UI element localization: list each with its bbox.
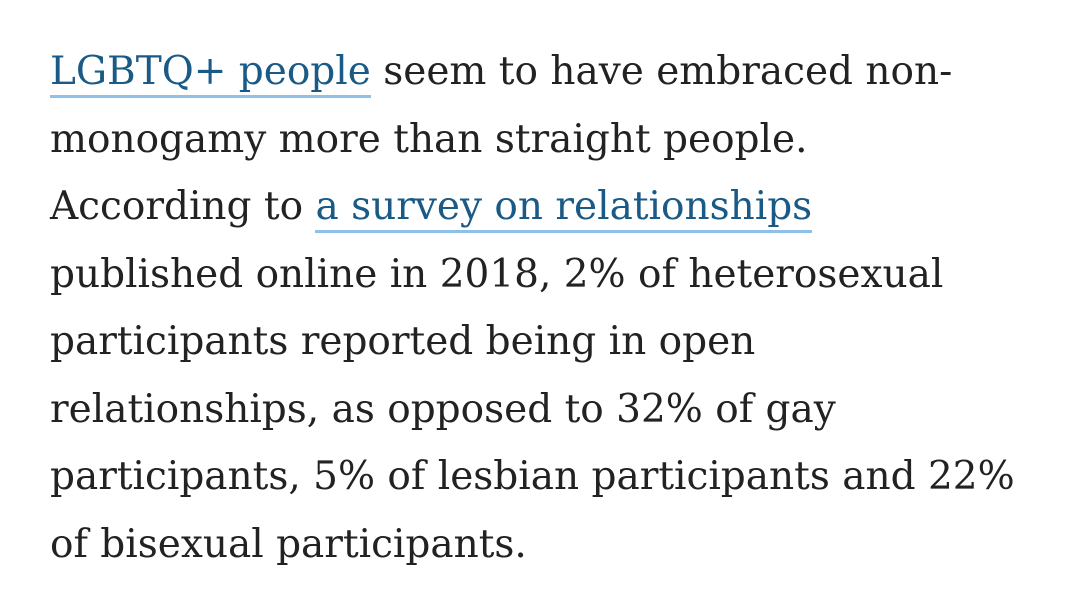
paragraph-line-6: relationships, as opposed to 32% of gay [50,386,836,432]
paragraph-line-2: monogamy more than straight people. [50,116,808,162]
paragraph-line-5: participants reported being in open [50,319,756,364]
paragraph-line-7: participants, 5% of lesbian participants… [50,454,1015,499]
survey-on-relationships-link[interactable]: a survey on relationships [315,184,813,233]
article-paragraph: LGBTQ+ people seem to have embraced non-… [50,38,1050,578]
paragraph-line-8: of bisexual participants. [50,521,527,567]
paragraph-line-1: LGBTQ+ people seem to have embraced non- [50,38,1050,106]
line-3-text: According to [50,184,316,229]
line-1-text: seem to have embraced non- [370,49,953,94]
paragraph-line-4: published online in 2018, 2% of heterose… [50,251,944,297]
paragraph-line-3: According to a survey on relationships [50,173,1050,241]
lgbtq-people-link[interactable]: LGBTQ+ people [50,49,371,98]
